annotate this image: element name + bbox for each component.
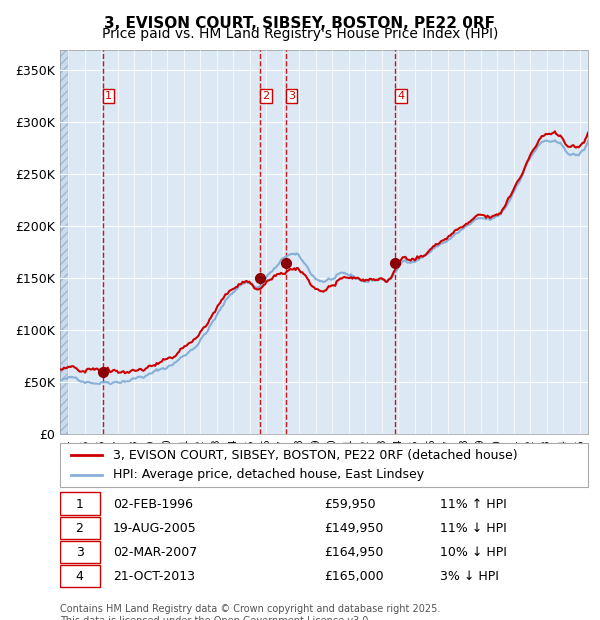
Text: 21-OCT-2013: 21-OCT-2013 xyxy=(113,570,195,583)
Text: 19-AUG-2005: 19-AUG-2005 xyxy=(113,522,197,535)
Text: 4: 4 xyxy=(398,91,405,100)
Text: 02-FEB-1996: 02-FEB-1996 xyxy=(113,497,193,510)
Text: 1: 1 xyxy=(76,497,83,510)
Text: 3: 3 xyxy=(76,546,83,559)
FancyBboxPatch shape xyxy=(60,541,100,563)
FancyBboxPatch shape xyxy=(60,443,588,487)
Text: 11% ↓ HPI: 11% ↓ HPI xyxy=(440,522,507,535)
FancyBboxPatch shape xyxy=(60,565,100,587)
Text: Contains HM Land Registry data © Crown copyright and database right 2025.
This d: Contains HM Land Registry data © Crown c… xyxy=(60,604,440,620)
Text: 3: 3 xyxy=(288,91,295,100)
Text: 1: 1 xyxy=(105,91,112,100)
Text: 3, EVISON COURT, SIBSEY, BOSTON, PE22 0RF: 3, EVISON COURT, SIBSEY, BOSTON, PE22 0R… xyxy=(104,16,496,30)
Text: 02-MAR-2007: 02-MAR-2007 xyxy=(113,546,197,559)
Text: 3, EVISON COURT, SIBSEY, BOSTON, PE22 0RF (detached house): 3, EVISON COURT, SIBSEY, BOSTON, PE22 0R… xyxy=(113,449,517,462)
Text: 2: 2 xyxy=(76,522,83,535)
Text: 11% ↑ HPI: 11% ↑ HPI xyxy=(440,497,507,510)
Text: Price paid vs. HM Land Registry's House Price Index (HPI): Price paid vs. HM Land Registry's House … xyxy=(102,27,498,41)
Text: 3% ↓ HPI: 3% ↓ HPI xyxy=(440,570,499,583)
Text: £164,950: £164,950 xyxy=(324,546,383,559)
Text: HPI: Average price, detached house, East Lindsey: HPI: Average price, detached house, East… xyxy=(113,468,424,481)
Text: 10% ↓ HPI: 10% ↓ HPI xyxy=(440,546,507,559)
FancyBboxPatch shape xyxy=(60,492,100,515)
Text: £165,000: £165,000 xyxy=(324,570,383,583)
Text: 4: 4 xyxy=(76,570,83,583)
Text: £149,950: £149,950 xyxy=(324,522,383,535)
Text: 2: 2 xyxy=(263,91,270,100)
Text: £59,950: £59,950 xyxy=(324,497,376,510)
FancyBboxPatch shape xyxy=(60,516,100,539)
